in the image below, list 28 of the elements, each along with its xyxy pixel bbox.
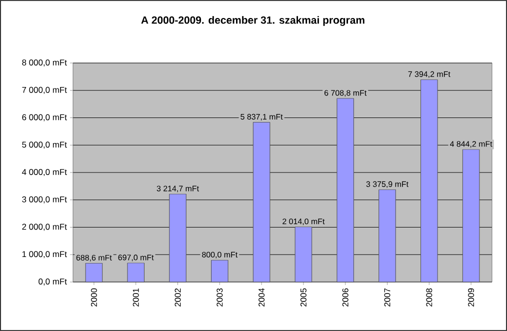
bar [378, 189, 396, 282]
x-tick-label: 2009 [468, 288, 474, 306]
x-tick-label: 2000 [90, 288, 97, 306]
bar [420, 79, 438, 282]
bar [294, 226, 312, 282]
y-tick-label: 4 000,0 mFt [22, 169, 67, 176]
x-tick-label: 2005 [300, 288, 306, 306]
x-tick-label: 2001 [132, 288, 139, 306]
bar [462, 149, 480, 282]
x-tick-label: 2007 [384, 288, 390, 306]
x-tick-label: 2004 [258, 288, 265, 306]
y-tick-label: 1 000,0 mFt [22, 251, 67, 258]
bar [127, 262, 144, 282]
x-tick-label: 2002 [174, 288, 181, 306]
chart-title: A 2000-2009. december 31. szakmai program [141, 16, 364, 26]
y-tick-label: 7 000,0 mFt [22, 86, 67, 94]
bar [336, 98, 354, 282]
y-tick-label: 5 000,0 mFt [22, 142, 67, 149]
y-tick-label: 0,0 mFt [38, 278, 67, 286]
bar [85, 262, 103, 282]
bar [169, 194, 186, 282]
x-tick-label: 2008 [426, 288, 432, 306]
x-tick-label: 2003 [216, 288, 223, 306]
y-tick-label: 3 000,0 mFt [22, 196, 67, 204]
y-tick-label: 6 000,0 mFt [22, 114, 67, 122]
y-tick-label: 8 000,0 mFt [22, 60, 67, 66]
y-tick-label: 2 000,0 mFt [22, 224, 67, 231]
x-tick-label: 2006 [342, 288, 348, 306]
